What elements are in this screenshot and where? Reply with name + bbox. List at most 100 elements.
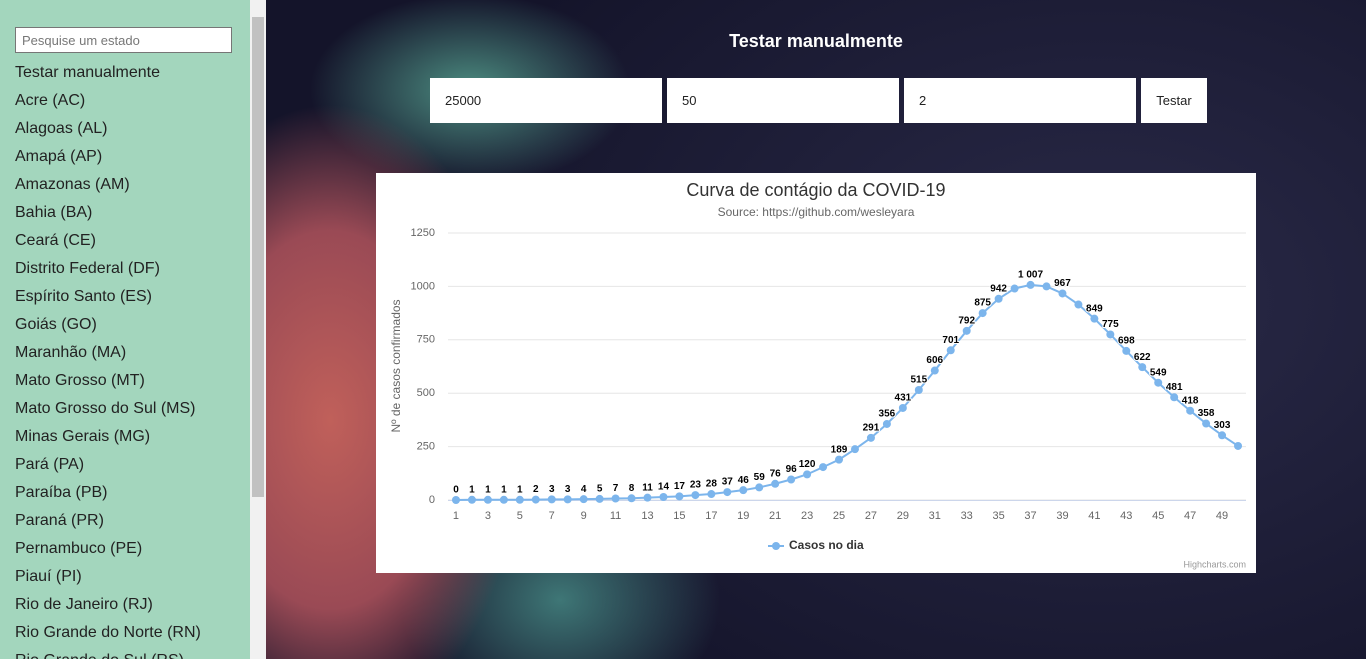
point xyxy=(1234,441,1243,450)
x-tick-label: 15 xyxy=(673,510,685,522)
state-link[interactable]: Testar manualmente xyxy=(15,64,160,81)
y-tick-label: 1000 xyxy=(411,280,435,292)
point xyxy=(914,385,923,394)
chart-subtitle: Source: https://github.com/wesleyara xyxy=(718,205,915,219)
state-link[interactable]: Alagoas (AL) xyxy=(15,120,108,137)
x-tick-label: 43 xyxy=(1120,510,1132,522)
x-tick-label: 39 xyxy=(1056,510,1068,522)
y-tick-label: 0 xyxy=(429,494,435,506)
test-button[interactable]: Testar xyxy=(1141,78,1207,123)
point xyxy=(1010,284,1019,293)
data-label: 418 xyxy=(1182,395,1199,406)
input[interactable]: 50 xyxy=(667,78,899,123)
state-link[interactable]: Espírito Santo (ES) xyxy=(15,288,152,305)
data-label: 1 xyxy=(469,484,475,495)
state-link[interactable]: Amazonas (AM) xyxy=(15,176,130,193)
state-link[interactable]: Paraná (PR) xyxy=(15,512,104,529)
x-tick-label: 5 xyxy=(517,510,523,522)
data-label: 8 xyxy=(629,483,635,494)
point xyxy=(1042,282,1051,291)
point xyxy=(579,495,588,504)
state-link[interactable]: Pará (PA) xyxy=(15,456,85,473)
state-link[interactable]: Minas Gerais (MG) xyxy=(15,428,151,445)
point xyxy=(898,403,907,412)
point xyxy=(819,463,828,472)
state-link[interactable]: Paraíba (PB) xyxy=(15,484,108,501)
x-tick-label: 9 xyxy=(581,510,587,522)
state-link[interactable]: Bahia (BA) xyxy=(15,204,93,221)
input[interactable]: 25000 xyxy=(430,78,662,123)
y-tick-label: 1250 xyxy=(411,227,435,239)
x-tick-label: 35 xyxy=(992,510,1004,522)
state-link[interactable]: Acre (AC) xyxy=(15,92,86,109)
state-link[interactable]: Goiás (GO) xyxy=(15,316,97,333)
data-label: 1 xyxy=(485,484,491,495)
data-label: 875 xyxy=(974,298,991,309)
data-label: 358 xyxy=(1198,408,1215,419)
point xyxy=(611,494,620,503)
x-tick-label: 29 xyxy=(897,510,909,522)
point xyxy=(1218,431,1227,440)
point xyxy=(994,294,1003,303)
point xyxy=(1202,419,1211,428)
input[interactable]: 2 xyxy=(904,78,1136,123)
x-tick-label: 13 xyxy=(641,510,653,522)
point xyxy=(643,493,652,502)
state-link[interactable]: Rio de Janeiro (RJ) xyxy=(15,596,153,613)
state-link[interactable]: Amapá (AP) xyxy=(15,148,103,165)
x-tick-label: 49 xyxy=(1216,510,1228,522)
point xyxy=(866,433,875,442)
data-label: 0 xyxy=(453,485,459,496)
data-label: 23 xyxy=(690,480,702,491)
state-link[interactable]: Mato Grosso (MT) xyxy=(15,372,145,389)
x-tick-label: 19 xyxy=(737,510,749,522)
state-link[interactable]: Pernambuco (PE) xyxy=(15,540,143,557)
x-tick-label: 25 xyxy=(833,510,845,522)
chart: Curva de contágio da COVID-19 Source: ht… xyxy=(376,173,1256,573)
data-label: 17 xyxy=(674,481,686,492)
point xyxy=(835,455,844,464)
point xyxy=(1074,300,1083,309)
state-link[interactable]: Distrito Federal (DF) xyxy=(15,260,160,277)
credits: Highcharts.com xyxy=(1183,559,1246,569)
state-link[interactable]: Rio Grande do Norte (RN) xyxy=(15,624,201,641)
data-label: 4 xyxy=(581,484,587,495)
x-tick-label: 23 xyxy=(801,510,813,522)
data-label: 5 xyxy=(597,484,603,495)
point xyxy=(1138,363,1147,372)
data-label: 189 xyxy=(831,444,848,455)
legend-label: Casos no dia xyxy=(789,538,864,552)
state-link[interactable]: Piauí (PI) xyxy=(15,568,82,585)
legend-symbol xyxy=(772,542,780,550)
data-label: 3 xyxy=(549,484,555,495)
scrollbar-thumb[interactable] xyxy=(252,17,264,497)
point xyxy=(771,479,780,488)
data-label: 431 xyxy=(895,393,912,404)
point xyxy=(499,495,508,504)
x-tick-label: 7 xyxy=(549,510,555,522)
data-label: 606 xyxy=(926,355,943,366)
x-tick-label: 45 xyxy=(1152,510,1164,522)
data-label: 549 xyxy=(1150,367,1167,378)
x-tick-label: 37 xyxy=(1024,510,1036,522)
point xyxy=(978,309,987,318)
data-label: 3 xyxy=(565,484,571,495)
point xyxy=(1106,330,1115,339)
search-input[interactable]: Pesquise um estado xyxy=(15,27,232,53)
point xyxy=(850,445,859,454)
point xyxy=(1090,314,1099,323)
data-label: 37 xyxy=(722,477,734,488)
point xyxy=(547,495,556,504)
state-link[interactable]: Ceará (CE) xyxy=(15,232,96,249)
point xyxy=(946,346,955,355)
data-label: 2 xyxy=(533,484,539,495)
data-label: 849 xyxy=(1086,303,1103,314)
data-label: 7 xyxy=(613,483,619,494)
state-link[interactable]: Maranhão (MA) xyxy=(15,344,127,361)
point xyxy=(1170,393,1179,402)
data-label: 967 xyxy=(1054,278,1071,289)
state-link[interactable]: Rio Grande do Sul (RS) xyxy=(15,652,184,659)
state-link[interactable]: Mato Grosso do Sul (MS) xyxy=(15,400,196,417)
chart-title: Curva de contágio da COVID-19 xyxy=(686,180,945,200)
point xyxy=(787,475,796,484)
